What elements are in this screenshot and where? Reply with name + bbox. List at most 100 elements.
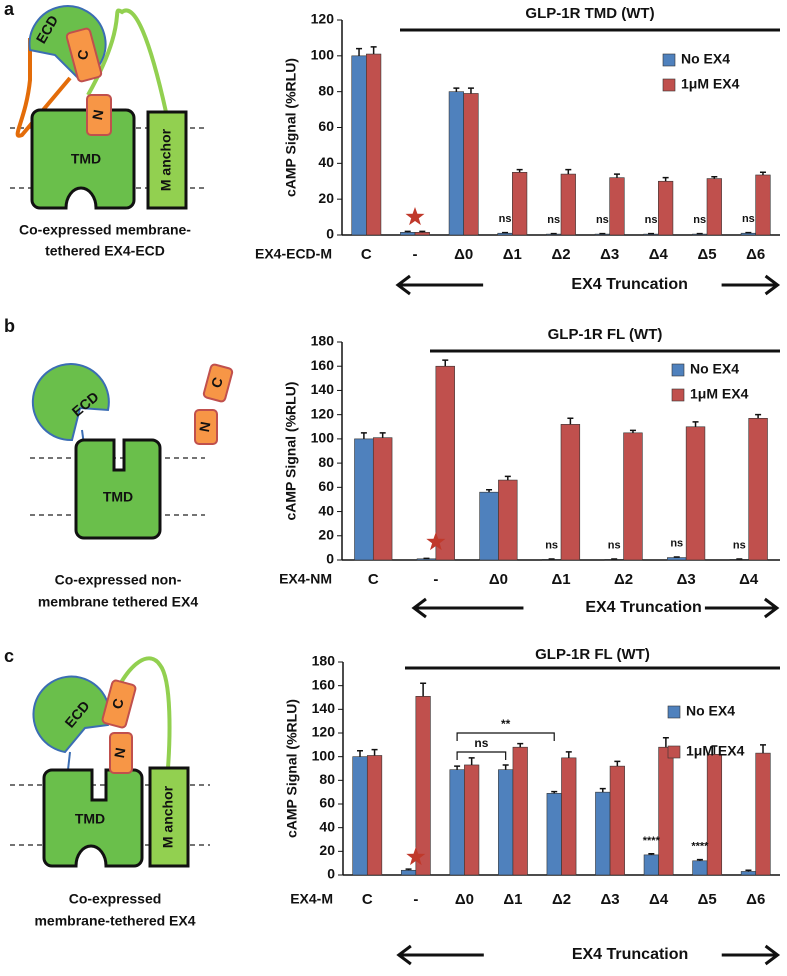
error-bar — [486, 489, 493, 493]
legend-label: No EX4 — [690, 361, 739, 377]
error-bar — [360, 432, 367, 439]
diagram-c: ECD C N TMD M anchor Co-expressed membra… — [10, 656, 210, 929]
bar — [464, 764, 480, 876]
bar — [595, 791, 611, 876]
x-tick-label: C — [368, 571, 379, 588]
y-tick-label: 80 — [318, 454, 334, 470]
error-bar — [711, 745, 718, 755]
bar — [497, 232, 513, 236]
bar — [352, 756, 368, 876]
diagram-label: M anchor — [160, 785, 176, 848]
error-bar — [696, 858, 703, 861]
annotation: ns — [499, 213, 512, 225]
bar — [560, 173, 576, 236]
bar — [740, 871, 757, 876]
y-tick-label: 80 — [319, 771, 335, 787]
bar — [498, 769, 514, 876]
error-bar — [614, 760, 621, 767]
bar — [643, 854, 659, 876]
x-tick-label: Δ0 — [489, 571, 508, 588]
bar — [740, 232, 756, 236]
bar — [609, 177, 625, 236]
error-bar — [629, 429, 636, 433]
diagram-label: N — [111, 746, 129, 759]
annotation: ns — [645, 214, 658, 226]
y-tick-label: 120 — [311, 11, 335, 27]
legend-label: 1μM EX4 — [690, 386, 749, 402]
y-tick-label: 100 — [311, 430, 335, 446]
legend-label: No EX4 — [681, 51, 730, 67]
error-bar — [755, 413, 762, 419]
diagram-caption: tethered EX4-ECD — [45, 243, 165, 259]
y-tick-label: 100 — [312, 747, 336, 763]
y-tick-label: 60 — [319, 795, 335, 811]
y-tick-label: 0 — [326, 551, 334, 567]
error-bar — [379, 432, 386, 438]
y-tick-label: 80 — [318, 82, 334, 98]
y-tick-label: 20 — [318, 526, 334, 542]
truncation-label: EX4 Truncation — [585, 599, 701, 616]
error-bar — [453, 87, 460, 92]
x-tick-label: Δ3 — [677, 571, 696, 588]
error-bar — [613, 173, 620, 178]
bar — [512, 746, 528, 876]
legend-swatch — [662, 78, 676, 92]
truncation-label: EX4 Truncation — [571, 276, 687, 293]
y-axis-label: cAMP Signal (%RLU) — [284, 699, 300, 838]
bar — [354, 438, 374, 561]
bar — [667, 557, 687, 561]
x-tick-label: Δ2 — [552, 891, 571, 908]
diagram-caption: membrane-tethered EX4 — [34, 913, 195, 929]
diagram-label: C — [109, 697, 127, 711]
bar — [372, 437, 393, 561]
y-tick-label: 60 — [318, 478, 334, 494]
chart-title: GLP-1R FL (WT) — [535, 646, 650, 663]
x-tick-label: Δ5 — [698, 891, 717, 908]
error-bar — [565, 168, 572, 175]
error-bar — [673, 556, 680, 558]
bar — [400, 869, 417, 876]
error-bar — [467, 87, 474, 94]
error-bar — [356, 47, 363, 56]
y-tick-label: 180 — [311, 333, 335, 349]
annotation: ns — [733, 539, 746, 551]
bracket-label: ** — [501, 717, 511, 731]
star — [406, 847, 426, 866]
legend-label: 1μM EX4 — [681, 76, 740, 92]
error-bar — [565, 751, 572, 758]
legend-swatch — [667, 705, 681, 719]
y-tick-label: 140 — [311, 381, 335, 397]
bar — [706, 753, 723, 876]
annotation: ns — [596, 214, 609, 226]
arrow-head — [764, 274, 781, 296]
x-tick-label: Δ5 — [697, 246, 716, 263]
y-tick-label: 100 — [311, 47, 335, 63]
error-bar — [504, 475, 511, 481]
error-bar — [454, 765, 461, 770]
bracket-label: ns — [474, 736, 488, 750]
arrow-head — [396, 944, 412, 966]
y-tick-label: 60 — [318, 118, 334, 134]
bracket — [456, 732, 555, 741]
error-bar — [371, 748, 378, 756]
diagram-label: N — [89, 108, 107, 121]
arrow-head — [764, 944, 781, 966]
x-tick-label: - — [433, 571, 438, 588]
arrow-head — [763, 597, 780, 619]
annotation: ns — [608, 539, 621, 551]
bar — [658, 180, 674, 236]
y-tick-label: 40 — [318, 502, 334, 518]
error-bar — [599, 787, 606, 793]
y-tick-label: 0 — [327, 866, 335, 882]
bar — [609, 765, 625, 876]
bar — [449, 769, 465, 876]
y-tick-label: 20 — [318, 190, 334, 206]
x-tick-label: Δ4 — [649, 891, 669, 908]
bar — [658, 746, 674, 876]
bar — [366, 53, 382, 236]
legend-swatch — [662, 53, 676, 67]
error-bar — [759, 171, 766, 175]
error-bar — [648, 232, 655, 235]
diagram-label: TMD — [103, 489, 133, 505]
